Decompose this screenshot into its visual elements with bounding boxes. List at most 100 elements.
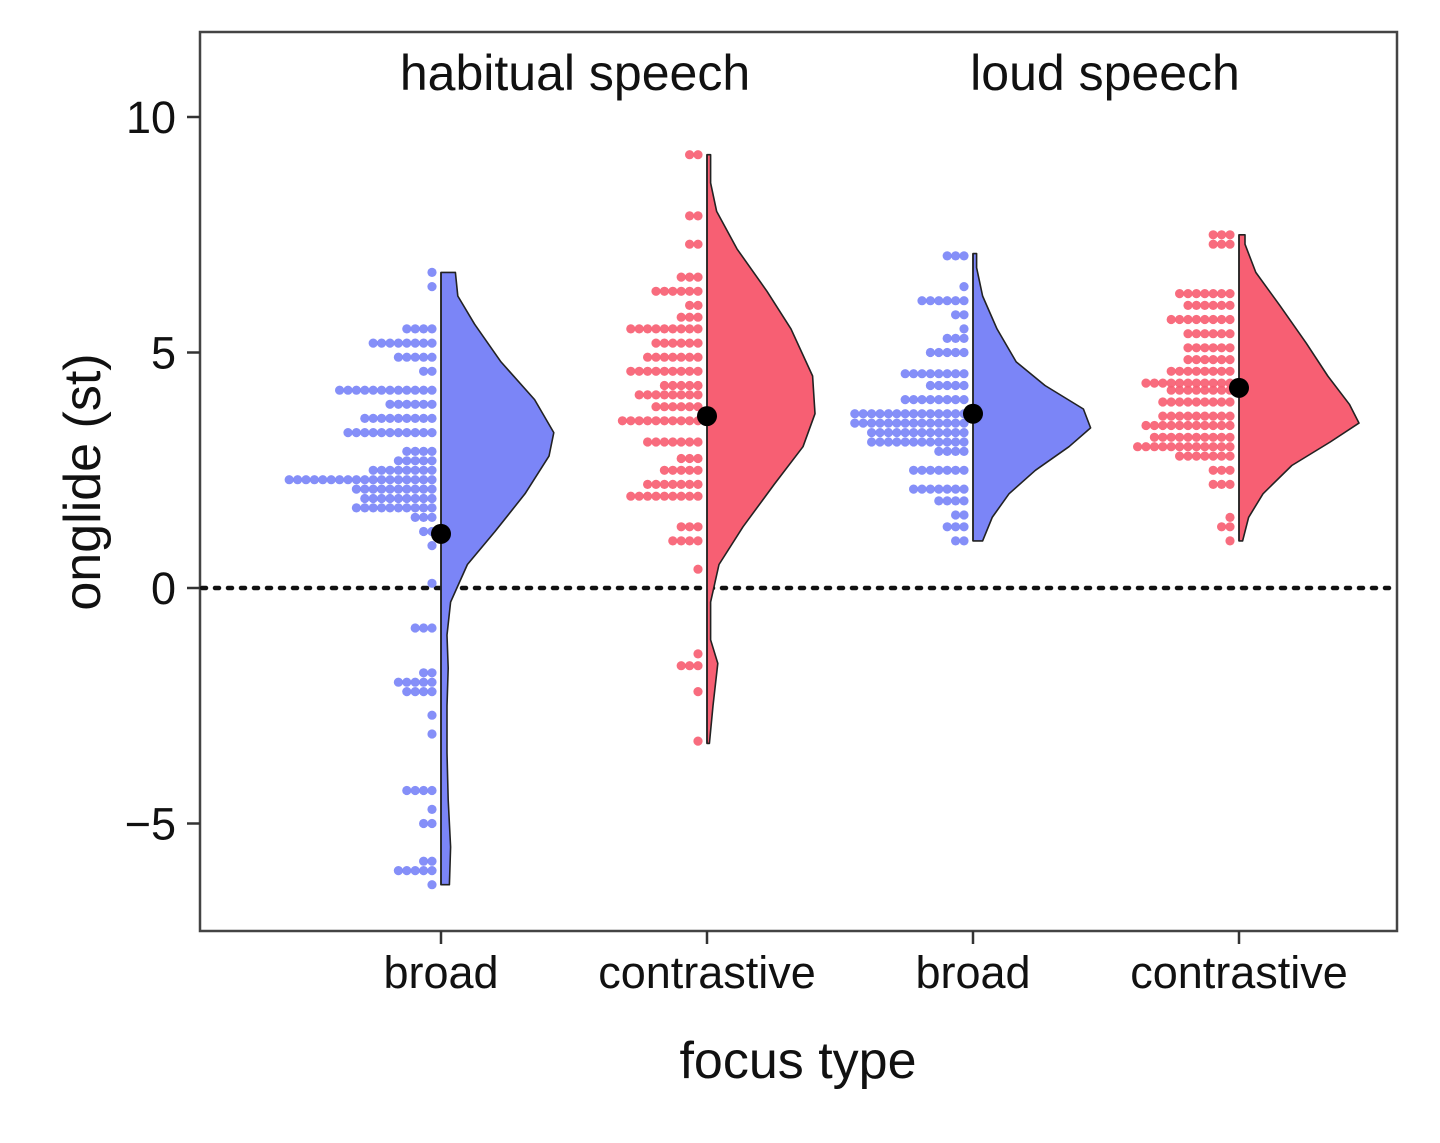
dot-point (377, 428, 387, 438)
dot-point (942, 484, 952, 494)
dot-point (1166, 442, 1176, 452)
dot-point (393, 456, 403, 466)
dot-point (693, 465, 703, 475)
dot-point (427, 324, 437, 334)
dot-point (1183, 378, 1193, 388)
dot-point (368, 484, 378, 494)
dot-point (419, 493, 429, 504)
dot-point (1217, 230, 1227, 240)
dot-point (1183, 420, 1193, 431)
dot-point (668, 536, 678, 546)
dot-point (419, 484, 429, 494)
dot-point (1217, 385, 1227, 395)
dot-point (1225, 397, 1235, 407)
dot-point (934, 465, 944, 475)
dot-point (925, 347, 936, 358)
dot-point (659, 465, 670, 475)
dot-point (1225, 230, 1235, 240)
dot-point (402, 465, 412, 475)
dot-point (377, 465, 387, 475)
dot-point (368, 338, 378, 348)
dot-point (393, 338, 403, 348)
dot-point (419, 866, 429, 876)
dot-point (951, 522, 961, 532)
mean-point (1229, 377, 1249, 398)
dot-point (676, 366, 686, 376)
dot-point (668, 338, 678, 348)
dot-point (900, 395, 910, 405)
dot-point (934, 369, 944, 379)
dot-point (959, 536, 969, 546)
dot-point (651, 479, 661, 489)
dot-point (385, 338, 395, 348)
dot-point (402, 456, 412, 466)
dot-point (1166, 411, 1176, 421)
dot-point (934, 418, 944, 428)
dot-point (659, 324, 670, 334)
dot-point (284, 475, 294, 485)
dot-point (959, 395, 969, 405)
group-label-habitual: habitual speech (400, 45, 750, 101)
dot-point (368, 465, 378, 475)
dot-point (427, 267, 437, 277)
dot-point (402, 475, 412, 485)
dot-point (917, 296, 927, 306)
y-tick-label: 10 (126, 92, 176, 143)
dot-point (410, 687, 420, 697)
dot-point (668, 324, 678, 334)
dot-point (917, 369, 927, 379)
dot-point (1217, 355, 1227, 365)
dot-point (1183, 411, 1193, 421)
dot-point (1217, 522, 1227, 532)
dot-point (676, 352, 686, 362)
dot-point (1225, 239, 1235, 249)
dot-point (402, 446, 412, 456)
dot-point (693, 736, 703, 746)
dot-point (1166, 385, 1176, 395)
dot-point (402, 677, 412, 687)
x-tick-label: contrastive (1130, 947, 1348, 998)
dot-point (934, 395, 944, 405)
dot-point (685, 402, 695, 412)
dot-point (909, 428, 919, 438)
dot-point (934, 428, 944, 438)
dot-point (410, 352, 420, 362)
dot-point (685, 390, 695, 400)
dot-point (685, 272, 695, 282)
mean-point (697, 406, 717, 427)
dot-point (676, 465, 686, 475)
dot-point (693, 211, 703, 221)
dot-point (360, 385, 370, 395)
dot-point (1166, 378, 1176, 388)
dot-point (942, 296, 952, 306)
dot-point (402, 503, 412, 513)
dot-point (427, 475, 437, 485)
dot-point (385, 413, 395, 423)
dot-point (668, 437, 678, 447)
dot-point (309, 475, 319, 485)
dot-point (1208, 479, 1218, 489)
dot-point (1225, 465, 1235, 475)
dot-point (393, 484, 403, 494)
dot-point (676, 402, 686, 412)
dot-point (1191, 385, 1201, 395)
dot-point (925, 465, 936, 475)
dot-point (883, 428, 894, 438)
dot-point (427, 668, 437, 678)
dot-point (685, 286, 695, 296)
dot-point (1191, 451, 1201, 461)
dot-point (427, 465, 437, 475)
dot-point (1208, 239, 1218, 249)
dot-point (368, 413, 378, 423)
dot-point (951, 333, 961, 343)
dot-point (951, 409, 961, 419)
dot-point (693, 312, 703, 322)
dot-point (1166, 397, 1176, 407)
dot-point (1217, 465, 1227, 475)
dot-point (634, 416, 644, 426)
dot-point (402, 324, 412, 334)
dot-point (427, 866, 437, 876)
dot-point (643, 390, 653, 400)
dot-point (951, 510, 961, 520)
